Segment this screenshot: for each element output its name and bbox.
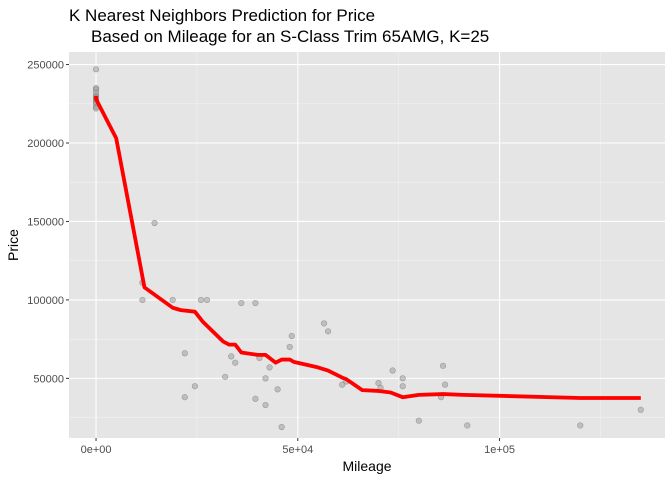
- data-points: [92, 66, 644, 431]
- x-tick-label: 5e+04: [282, 444, 313, 456]
- data-point: [262, 401, 269, 409]
- x-tick-label: 0e+00: [81, 444, 112, 456]
- knn-prediction-line: [94, 95, 641, 400]
- data-point: [203, 296, 211, 304]
- plot-panel: [69, 52, 665, 438]
- data-point: [464, 422, 471, 429]
- data-point: [266, 364, 273, 371]
- data-point: [228, 353, 235, 360]
- data-point: [238, 299, 245, 307]
- data-point: [252, 299, 259, 307]
- chart-title-line-2: Based on Mileage for an S-Class Trim 65A…: [91, 27, 489, 46]
- y-axis-title: Price: [5, 229, 21, 261]
- data-point: [151, 219, 158, 227]
- data-point: [324, 328, 332, 335]
- data-point: [637, 406, 644, 413]
- y-axis-ticks: 50000 100000 150000 200000 250000: [27, 60, 69, 385]
- y-tick-label: 100000: [27, 295, 64, 307]
- data-point: [191, 383, 198, 390]
- data-point: [441, 381, 449, 388]
- data-point: [139, 296, 146, 304]
- minor-gridlines: [69, 52, 665, 438]
- y-tick-label: 200000: [27, 138, 64, 150]
- y-tick-label: 150000: [27, 216, 64, 228]
- data-point: [389, 367, 396, 374]
- data-point: [92, 66, 100, 73]
- data-point: [286, 343, 293, 351]
- data-point: [439, 362, 447, 369]
- data-point: [262, 375, 269, 382]
- data-point: [278, 423, 285, 431]
- chart-title-line-1: K Nearest Neighbors Prediction for Price: [69, 6, 375, 25]
- data-point: [169, 296, 176, 304]
- prediction-line: [94, 95, 641, 400]
- x-axis-title: Mileage: [342, 458, 391, 474]
- data-point: [320, 320, 328, 327]
- data-point: [274, 386, 281, 393]
- x-axis-ticks: 0e+00 5e+04 1e+05: [81, 438, 515, 456]
- data-point: [181, 394, 188, 401]
- y-tick-label: 250000: [27, 60, 64, 72]
- data-point: [197, 296, 205, 304]
- data-point: [222, 373, 229, 380]
- y-tick-label: 50000: [33, 373, 64, 385]
- data-point: [577, 422, 584, 429]
- major-gridlines: [69, 52, 665, 438]
- data-point: [399, 383, 406, 390]
- x-tick-label: 1e+05: [484, 444, 515, 456]
- data-point: [399, 375, 406, 382]
- data-point: [339, 381, 346, 388]
- data-point: [181, 350, 188, 357]
- data-point: [288, 332, 295, 340]
- data-point: [252, 395, 259, 402]
- data-point: [232, 359, 239, 366]
- data-point: [415, 417, 422, 424]
